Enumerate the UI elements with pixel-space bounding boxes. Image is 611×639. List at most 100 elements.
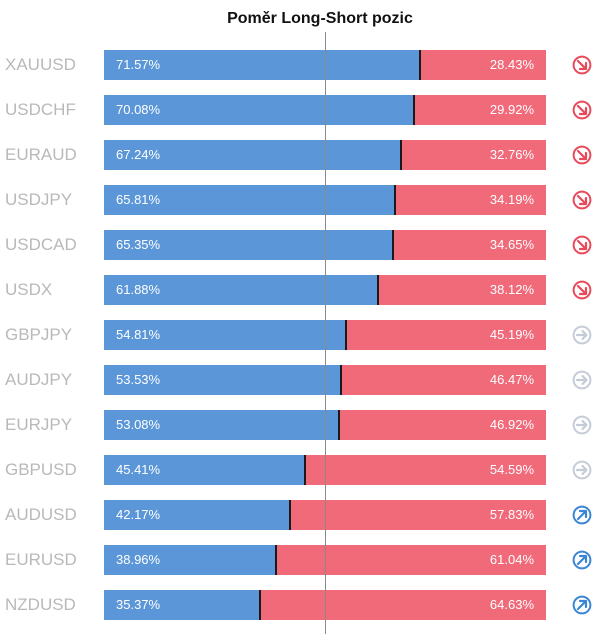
short-bar-segment	[377, 275, 546, 305]
bar-divider	[391, 230, 394, 260]
short-bar-segment	[392, 230, 546, 260]
long-short-bar: 54.81% 45.19%	[104, 320, 546, 350]
long-value-label: 53.08%	[116, 417, 161, 432]
long-short-bar: 53.08% 46.92%	[104, 410, 546, 440]
chart-row: USDCAD 65.35% 34.65%	[0, 230, 611, 260]
short-value-label: 34.65%	[489, 237, 534, 252]
bar-divider	[376, 275, 379, 305]
chart-row: GBPJPY 54.81% 45.19%	[0, 320, 611, 350]
short-value-label: 46.47%	[489, 372, 534, 387]
long-value-label: 53.53%	[116, 372, 161, 387]
long-value-label: 54.81%	[116, 327, 161, 342]
chart-row: EURAUD 67.24% 32.76%	[0, 140, 611, 170]
long-bar-segment	[104, 590, 261, 620]
long-short-bar: 53.53% 46.47%	[104, 365, 546, 395]
long-bar-segment	[104, 185, 395, 215]
short-value-label: 54.59%	[489, 462, 534, 477]
category-label: EURAUD	[5, 145, 77, 164]
long-short-bar: 67.24% 32.76%	[104, 140, 546, 170]
long-short-bar: 65.81% 34.19%	[104, 185, 546, 215]
long-bar-segment	[104, 500, 291, 530]
bar-divider	[412, 95, 415, 125]
short-bar-segment	[340, 365, 546, 395]
short-bar-segment	[338, 410, 546, 440]
long-short-bar: 65.35% 34.65%	[104, 230, 546, 260]
short-value-label: 28.43%	[489, 57, 534, 72]
category-label: GBPJPY	[5, 325, 73, 344]
arrow-down-right-icon	[572, 100, 592, 120]
short-bar-segment	[401, 140, 546, 170]
chart-row: XAUUSD 71.57% 28.43%	[0, 50, 611, 80]
short-value-label: 34.19%	[489, 192, 534, 207]
arrow-down-right-icon	[572, 145, 592, 165]
long-bar-segment	[104, 50, 421, 80]
long-bar-segment	[104, 275, 378, 305]
category-label: USDJPY	[5, 190, 73, 209]
chart-title: Poměr Long-Short pozic	[227, 10, 413, 27]
short-value-label: 57.83%	[489, 507, 534, 522]
long-value-label: 67.24%	[116, 147, 161, 162]
long-short-bar: 61.88% 38.12%	[104, 275, 546, 305]
long-bar-segment	[104, 455, 305, 485]
chart-row: AUDUSD 42.17% 57.83%	[0, 500, 611, 530]
long-short-bar: 38.96% 61.04%	[104, 545, 546, 575]
long-value-label: 61.88%	[116, 282, 161, 297]
category-label: NZDUSD	[5, 595, 76, 614]
long-value-label: 65.81%	[116, 192, 161, 207]
category-label: GBPUSD	[5, 460, 77, 479]
category-label: USDCAD	[5, 235, 77, 254]
arrow-right-icon	[572, 460, 592, 480]
short-value-label: 64.63%	[489, 597, 534, 612]
long-short-bar: 70.08% 29.92%	[104, 95, 546, 125]
bar-divider	[400, 140, 403, 170]
bar-divider	[259, 590, 262, 620]
long-bar-segment	[104, 365, 341, 395]
short-bar-segment	[420, 50, 546, 80]
long-short-bar: 45.41% 54.59%	[104, 455, 546, 485]
chart-row: USDCHF 70.08% 29.92%	[0, 95, 611, 125]
short-bar-segment	[304, 455, 546, 485]
arrow-up-right-icon	[572, 595, 592, 615]
long-value-label: 42.17%	[116, 507, 161, 522]
bar-divider	[337, 410, 340, 440]
category-label: XAUUSD	[5, 55, 76, 74]
long-bar-segment	[104, 545, 277, 575]
bar-divider	[339, 365, 342, 395]
long-value-label: 70.08%	[116, 102, 161, 117]
short-value-label: 61.04%	[489, 552, 534, 567]
arrow-right-icon	[572, 415, 592, 435]
category-label: USDX	[5, 280, 53, 299]
chart-row: USDJPY 65.81% 34.19%	[0, 185, 611, 215]
bar-divider	[289, 500, 292, 530]
long-bar-segment	[104, 230, 393, 260]
short-value-label: 38.12%	[489, 282, 534, 297]
category-label: EURUSD	[5, 550, 77, 569]
arrow-down-right-icon	[572, 55, 592, 75]
long-bar-segment	[104, 320, 347, 350]
chart-row: USDX 61.88% 38.12%	[0, 275, 611, 305]
arrow-right-icon	[572, 370, 592, 390]
long-bar-segment	[104, 140, 402, 170]
midpoint-line	[325, 32, 326, 634]
category-label: EURJPY	[5, 415, 73, 434]
bar-divider	[419, 50, 422, 80]
bar-divider	[393, 185, 396, 215]
short-value-label: 45.19%	[489, 327, 534, 342]
long-short-bar: 35.37% 64.63%	[104, 590, 546, 620]
chart-row: NZDUSD 35.37% 64.63%	[0, 590, 611, 620]
short-bar-segment	[260, 590, 546, 620]
arrow-up-right-icon	[572, 505, 592, 525]
short-bar-segment	[394, 185, 546, 215]
short-value-label: 29.92%	[489, 102, 534, 117]
long-bar-segment	[104, 410, 339, 440]
arrow-right-icon	[572, 325, 592, 345]
arrow-down-right-icon	[572, 190, 592, 210]
long-short-bar: 42.17% 57.83%	[104, 500, 546, 530]
bar-divider	[275, 545, 278, 575]
short-value-label: 46.92%	[489, 417, 534, 432]
category-label: USDCHF	[5, 100, 76, 119]
long-value-label: 65.35%	[116, 237, 161, 252]
short-bar-segment	[276, 545, 546, 575]
short-bar-segment	[290, 500, 546, 530]
long-short-bar: 71.57% 28.43%	[104, 50, 546, 80]
